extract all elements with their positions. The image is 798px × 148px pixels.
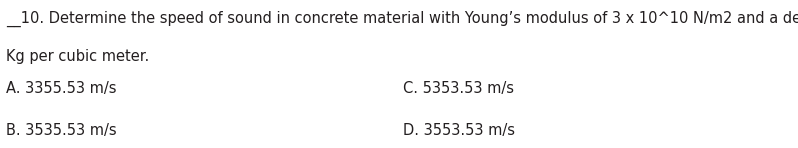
Text: __10. Determine the speed of sound in concrete material with Young’s modulus of : __10. Determine the speed of sound in co… [6, 10, 798, 26]
Text: D. 3553.53 m/s: D. 3553.53 m/s [403, 123, 515, 138]
Text: B. 3535.53 m/s: B. 3535.53 m/s [6, 123, 117, 138]
Text: Kg per cubic meter.: Kg per cubic meter. [6, 49, 150, 64]
Text: C. 5353.53 m/s: C. 5353.53 m/s [403, 81, 514, 96]
Text: A. 3355.53 m/s: A. 3355.53 m/s [6, 81, 117, 96]
